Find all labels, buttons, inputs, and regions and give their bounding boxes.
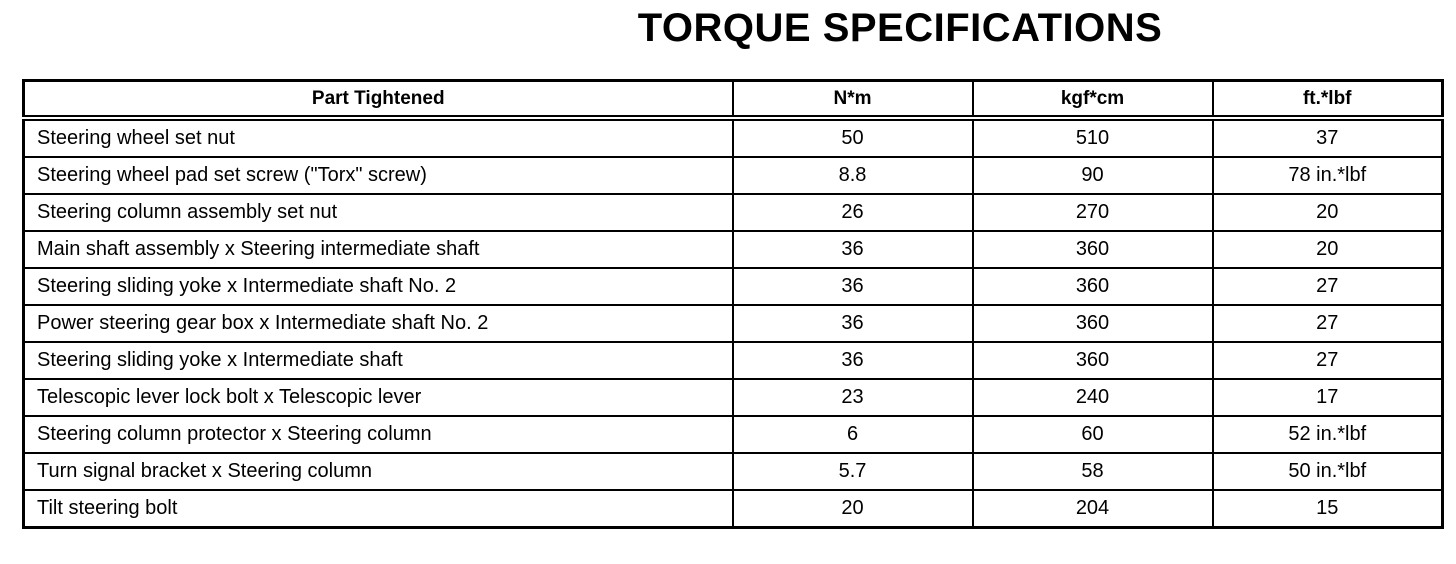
ftlbf-cell: 27	[1211, 304, 1444, 343]
nm-cell: 26	[731, 193, 974, 232]
table-row: Steering wheel pad set screw ("Torx" scr…	[22, 156, 1444, 195]
part-cell: Steering sliding yoke x Intermediate sha…	[22, 341, 734, 380]
table-row: Steering wheel set nut 50 510 37	[22, 117, 1444, 158]
part-cell: Turn signal bracket x Steering column	[22, 452, 734, 491]
header-row: Part Tightened N*m kgf*cm ft.*lbf	[22, 79, 1444, 121]
nm-cell: 23	[731, 378, 974, 417]
nm-cell: 36	[731, 341, 974, 380]
part-cell: Steering sliding yoke x Intermediate sha…	[22, 267, 734, 306]
kgfcm-cell: 360	[971, 341, 1214, 380]
table-row: Steering sliding yoke x Intermediate sha…	[22, 267, 1444, 306]
kgfcm-cell: 360	[971, 267, 1214, 306]
header-kgfcm: kgf*cm	[971, 79, 1214, 121]
kgfcm-cell: 60	[971, 415, 1214, 454]
ftlbf-cell: 52 in.*lbf	[1211, 415, 1444, 454]
ftlbf-cell: 27	[1211, 267, 1444, 306]
nm-cell: 36	[731, 304, 974, 343]
table-row: Steering sliding yoke x Intermediate sha…	[22, 341, 1444, 380]
table-row: Telescopic lever lock bolt x Telescopic …	[22, 378, 1444, 417]
kgfcm-cell: 90	[971, 156, 1214, 195]
table-row: Steering column assembly set nut 26 270 20	[22, 193, 1444, 232]
part-cell: Steering column assembly set nut	[22, 193, 734, 232]
ftlbf-cell: 27	[1211, 341, 1444, 380]
ftlbf-cell: 37	[1211, 117, 1444, 158]
kgfcm-cell: 360	[971, 304, 1214, 343]
nm-cell: 8.8	[731, 156, 974, 195]
part-cell: Steering wheel set nut	[22, 117, 734, 158]
ftlbf-cell: 15	[1211, 489, 1444, 529]
nm-cell: 36	[731, 267, 974, 306]
table-row: Main shaft assembly x Steering intermedi…	[22, 230, 1444, 269]
nm-cell: 5.7	[731, 452, 974, 491]
page-title: TORQUE SPECIFICATIONS	[637, 6, 1163, 50]
table-row: Tilt steering bolt 20 204 15	[22, 489, 1444, 529]
header-part: Part Tightened	[22, 79, 734, 121]
nm-cell: 6	[731, 415, 974, 454]
ftlbf-cell: 78 in.*lbf	[1211, 156, 1444, 195]
kgfcm-cell: 510	[971, 117, 1214, 158]
nm-cell: 20	[731, 489, 974, 529]
ftlbf-cell: 50 in.*lbf	[1211, 452, 1444, 491]
kgfcm-cell: 360	[971, 230, 1214, 269]
table-row: Power steering gear box x Intermediate s…	[22, 304, 1444, 343]
header-ftlbf: ft.*lbf	[1211, 79, 1444, 121]
part-cell: Steering column protector x Steering col…	[22, 415, 734, 454]
ftlbf-cell: 17	[1211, 378, 1444, 417]
header-nm: N*m	[731, 79, 974, 121]
torque-spec-table: Part Tightened N*m kgf*cm ft.*lbf Steeri…	[22, 79, 1444, 529]
ftlbf-cell: 20	[1211, 230, 1444, 269]
kgfcm-cell: 270	[971, 193, 1214, 232]
kgfcm-cell: 240	[971, 378, 1214, 417]
part-cell: Telescopic lever lock bolt x Telescopic …	[22, 378, 734, 417]
part-cell: Main shaft assembly x Steering intermedi…	[22, 230, 734, 269]
table-row: Turn signal bracket x Steering column 5.7…	[22, 452, 1444, 491]
nm-cell: 50	[731, 117, 974, 158]
kgfcm-cell: 58	[971, 452, 1214, 491]
table-row: Steering column protector x Steering col…	[22, 415, 1444, 454]
part-cell: Tilt steering bolt	[22, 489, 734, 529]
part-cell: Power steering gear box x Intermediate s…	[22, 304, 734, 343]
kgfcm-cell: 204	[971, 489, 1214, 529]
ftlbf-cell: 20	[1211, 193, 1444, 232]
nm-cell: 36	[731, 230, 974, 269]
part-cell: Steering wheel pad set screw ("Torx" scr…	[22, 156, 734, 195]
